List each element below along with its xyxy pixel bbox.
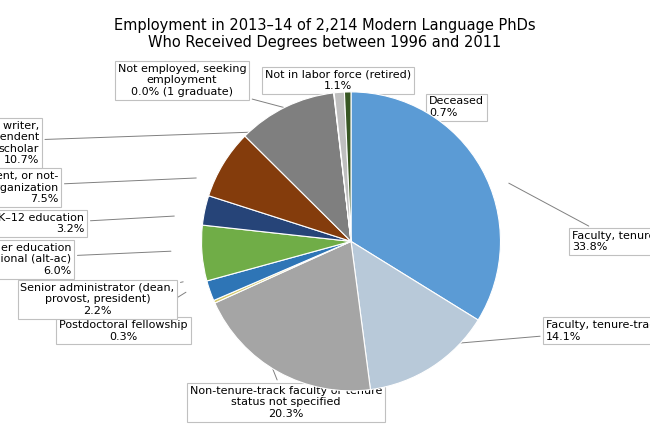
- Text: Not in labor force (retired)
1.1%: Not in labor force (retired) 1.1%: [265, 70, 411, 117]
- Text: Nonfaculty, higher education
professional (alt-ac)
6.0%: Nonfaculty, higher education professiona…: [0, 243, 171, 276]
- Text: Faculty, tenured
33.8%: Faculty, tenured 33.8%: [509, 183, 650, 252]
- Wedge shape: [209, 136, 351, 241]
- Text: Postdoctoral fellowship
0.3%: Postdoctoral fellowship 0.3%: [59, 292, 188, 342]
- Wedge shape: [334, 92, 351, 241]
- Wedge shape: [351, 241, 478, 390]
- Wedge shape: [215, 241, 370, 391]
- Wedge shape: [202, 225, 351, 281]
- Wedge shape: [202, 196, 351, 241]
- Text: K–12 education
3.2%: K–12 education 3.2%: [0, 213, 174, 234]
- Wedge shape: [351, 92, 500, 320]
- Wedge shape: [333, 93, 351, 241]
- Text: Deceased
0.7%: Deceased 0.7%: [350, 97, 484, 119]
- Wedge shape: [214, 241, 351, 303]
- Text: Non-tenure-track faculty or tenure
status not specified
20.3%: Non-tenure-track faculty or tenure statu…: [190, 351, 382, 419]
- Wedge shape: [207, 241, 351, 300]
- Text: Faculty, tenure-track
14.1%: Faculty, tenure-track 14.1%: [450, 320, 650, 344]
- Text: Business owner, clinician, writer,
artist, self-employed, independent
scholar
10: Business owner, clinician, writer, artis…: [0, 121, 270, 165]
- Wedge shape: [344, 92, 351, 241]
- Wedge shape: [245, 93, 351, 241]
- Text: Business, government, or not-
for-profit organization
7.5%: Business, government, or not- for-profit…: [0, 171, 196, 204]
- Text: Not employed, seeking
employment
0.0% (1 graduate): Not employed, seeking employment 0.0% (1…: [118, 64, 328, 119]
- Text: Senior administrator (dean,
provost, president)
2.2%: Senior administrator (dean, provost, pre…: [20, 282, 183, 316]
- Text: Employment in 2013–14 of 2,214 Modern Language PhDs
Who Received Degrees between: Employment in 2013–14 of 2,214 Modern La…: [114, 18, 536, 50]
